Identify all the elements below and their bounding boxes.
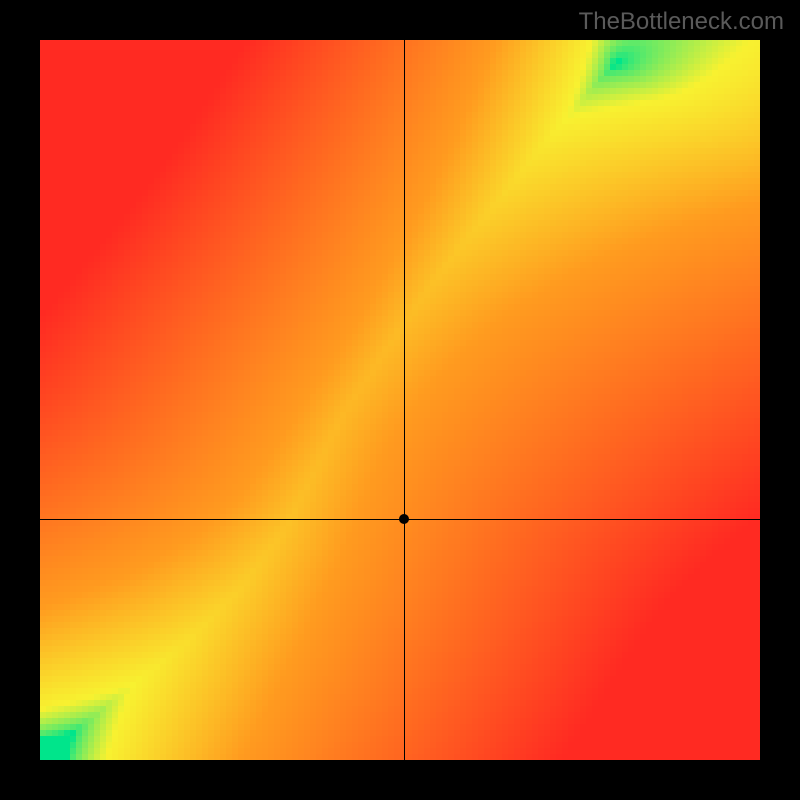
bottleneck-heatmap <box>40 40 760 760</box>
watermark-label: TheBottleneck.com <box>579 8 784 36</box>
plot-area <box>40 40 760 760</box>
selection-marker <box>399 514 409 524</box>
chart-container: TheBottleneck.com <box>0 0 800 800</box>
crosshair-vertical <box>404 40 405 760</box>
